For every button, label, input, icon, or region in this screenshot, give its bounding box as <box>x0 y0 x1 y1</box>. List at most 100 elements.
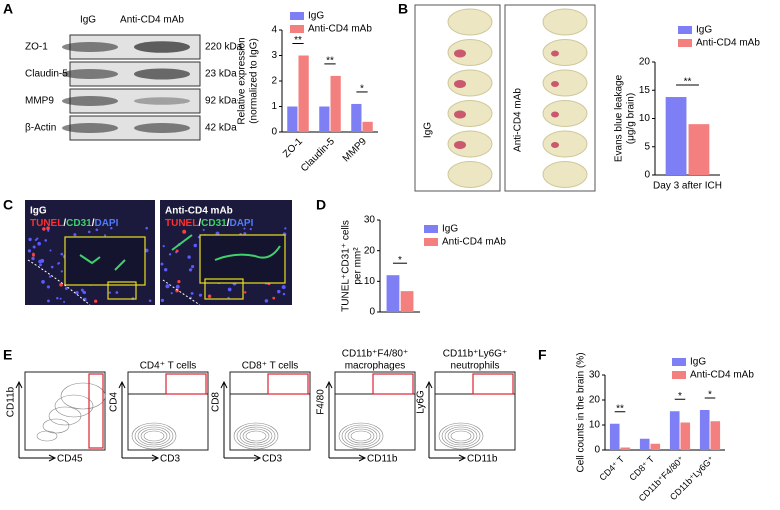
flow-title: CD8⁺ T cells <box>242 361 299 372</box>
y-tick-label: 4 <box>271 25 277 36</box>
flow-plot <box>24 371 106 451</box>
y-tick-label: 10 <box>639 113 651 124</box>
cell <box>82 290 86 294</box>
significance-label: * <box>398 255 402 266</box>
flow-x-label: CD3 <box>262 454 282 465</box>
boundary <box>27 259 201 306</box>
y-tick-label: 20 <box>364 245 376 256</box>
cell <box>177 279 181 284</box>
bar <box>298 55 309 132</box>
bar <box>710 421 721 450</box>
cell <box>110 227 113 230</box>
inset-source <box>204 278 244 300</box>
stain: TUNEL <box>30 218 63 229</box>
inset <box>64 236 146 286</box>
cell <box>95 228 99 232</box>
cell <box>75 290 79 295</box>
legend-label: Anti-CD4 mAb <box>308 24 372 35</box>
cell <box>103 234 107 237</box>
cell <box>168 253 172 256</box>
bar <box>287 106 298 132</box>
cell <box>31 256 35 261</box>
y-axis-label: TUNEL⁺CD31⁺ cells <box>341 220 352 312</box>
cell <box>27 249 32 253</box>
flow-contour <box>131 422 177 450</box>
y-tick-label: 0 <box>644 170 650 181</box>
bar <box>650 443 661 450</box>
cell <box>48 275 52 278</box>
axis-arrow <box>220 380 262 462</box>
flow-contour <box>242 428 270 444</box>
flow-contour <box>140 428 168 444</box>
blot-band <box>62 69 118 79</box>
cell <box>163 268 168 272</box>
stain: CD31 <box>201 218 227 229</box>
cell <box>39 263 42 267</box>
cell <box>202 228 205 232</box>
micrograph-group: Anti-CD4 mAb <box>165 206 233 217</box>
bar <box>699 410 710 450</box>
flow-plot <box>434 371 516 451</box>
flow-y-label: F4/80 <box>316 389 327 415</box>
cell <box>187 255 191 259</box>
cell <box>38 259 42 264</box>
cell <box>108 291 112 294</box>
brain-slice <box>542 8 588 36</box>
blot-band <box>62 96 118 106</box>
blot-band <box>134 123 190 133</box>
cell <box>175 249 179 253</box>
brain-slice <box>447 161 493 188</box>
significance-label: ** <box>326 56 334 67</box>
cell <box>284 227 287 230</box>
hemorrhage <box>551 142 559 148</box>
legend-swatch <box>424 225 438 233</box>
flow-title: CD11b⁺Ly6G⁺ <box>443 349 507 360</box>
blot-group: Anti-CD4 mAb <box>120 15 184 26</box>
flow-contour <box>341 424 381 448</box>
legend-label: IgG <box>442 224 458 235</box>
cell <box>115 291 119 294</box>
cell <box>277 289 281 294</box>
axis-arrow <box>325 380 367 462</box>
y-axis-label: Relative expression <box>237 37 248 124</box>
cell <box>193 243 198 248</box>
gate <box>472 373 514 395</box>
flow-title: CD4⁺ T cells <box>140 361 197 372</box>
blot-group: IgG <box>80 15 96 26</box>
cell <box>32 252 35 256</box>
significance-label: ** <box>616 403 624 414</box>
image-frame <box>504 4 596 192</box>
bar <box>386 275 400 312</box>
bar <box>680 422 691 450</box>
flow-x-label: CD11b <box>467 454 498 465</box>
flow-contour <box>233 422 279 450</box>
cell <box>34 238 37 242</box>
cell <box>60 252 64 256</box>
gate <box>88 373 104 449</box>
legend-label: IgG <box>690 357 706 368</box>
hemorrhage <box>551 111 559 118</box>
cell <box>243 291 247 294</box>
micrograph-group: IgG <box>30 206 47 217</box>
hemorrhage <box>551 50 559 57</box>
legend-label: IgG <box>308 11 324 22</box>
legend-label: IgG <box>696 25 712 36</box>
cell <box>227 296 230 299</box>
flow-contour <box>447 428 475 444</box>
cell <box>47 299 50 303</box>
panel-letter: E <box>3 347 12 363</box>
significance-label: ** <box>294 35 302 46</box>
hemorrhage <box>454 141 466 149</box>
inset <box>199 234 286 284</box>
flow-title: neutrophils <box>451 361 500 372</box>
brain-slice <box>447 130 493 158</box>
gate <box>372 373 414 395</box>
cell <box>190 291 194 295</box>
blot-band <box>134 97 190 105</box>
y-tick-label: 10 <box>589 420 601 431</box>
brain-slice <box>447 8 493 36</box>
flow-title: macrophages <box>345 361 406 372</box>
legend-swatch <box>678 39 692 47</box>
stain-label: TUNEL/CD31/DAPI <box>30 218 119 229</box>
